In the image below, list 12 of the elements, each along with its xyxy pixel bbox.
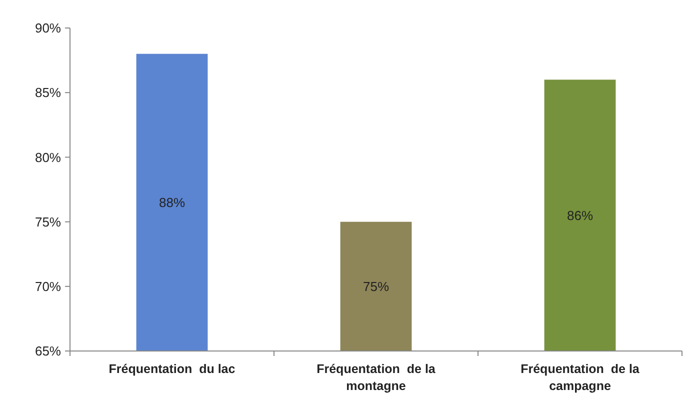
data-label: 88%: [158, 194, 186, 210]
data-label: 75%: [362, 278, 390, 294]
y-tick-label: 80%: [34, 150, 62, 165]
x-tick-label: Fréquentation de la montagne: [316, 362, 436, 393]
y-tick-label: 85%: [34, 85, 62, 100]
data-label: 86%: [566, 208, 594, 223]
y-tick-label: 65%: [34, 344, 62, 359]
x-tick-label: Fréquentation du lac: [108, 362, 236, 376]
y-tick-label: 75%: [34, 214, 62, 230]
x-tick-label: Fréquentation de la campagne: [520, 362, 640, 393]
y-tick-label: 90%: [34, 20, 62, 36]
y-tick-label: 70%: [34, 278, 62, 294]
